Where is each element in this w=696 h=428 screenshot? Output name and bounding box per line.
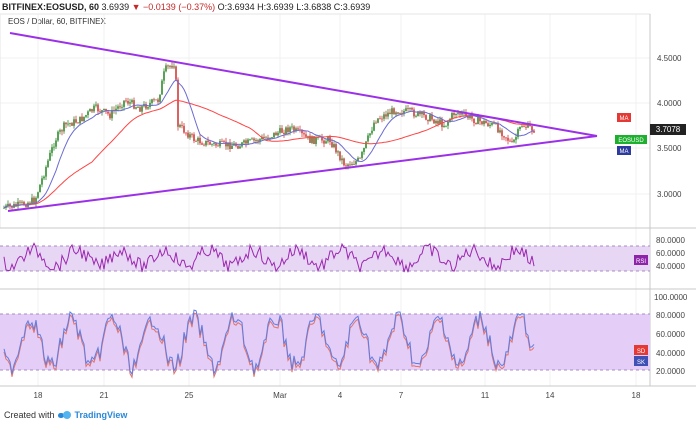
- time-tick: 18: [632, 391, 641, 400]
- sd-tag-label: SD: [637, 349, 646, 355]
- high-value: H:3.6939: [257, 2, 294, 12]
- time-tick: 14: [546, 391, 555, 400]
- price-tick: 4.5000: [657, 54, 682, 63]
- symbol-name[interactable]: BITFINEX:EOSUSD, 60: [2, 2, 100, 12]
- rsi-band: [0, 246, 650, 271]
- close-value: C:3.6939: [333, 2, 371, 12]
- rsi-tick: 60.0000: [656, 249, 685, 258]
- price-tick: 3.0000: [657, 190, 682, 199]
- low-value: L:3.6838: [296, 2, 332, 12]
- stoch-tick: 40.0000: [656, 349, 685, 358]
- stoch-sk-line: [3, 309, 535, 376]
- rsi-tag-label: RSI: [636, 259, 646, 265]
- footer-credit: Created with TradingView: [4, 410, 127, 420]
- stoch-tick: 20.0000: [656, 367, 685, 376]
- ma-fast-line: [3, 79, 535, 209]
- lower-trendline[interactable]: [7, 135, 598, 212]
- sd-tag: [634, 345, 648, 355]
- tradingview-logo-icon: [57, 410, 72, 420]
- time-tick: 4: [338, 391, 343, 400]
- current-price-tag: [650, 124, 686, 135]
- ma-top-label: MA: [620, 116, 629, 122]
- time-tick: Mar: [273, 391, 287, 400]
- rsi-line: [3, 242, 535, 273]
- grid-lines: [0, 14, 650, 386]
- stoch-tick: 100.0000: [654, 293, 688, 302]
- time-tick: 25: [185, 391, 194, 400]
- price-tick: 3.5000: [657, 144, 682, 153]
- symbol-header: BITFINEX:EOSUSD, 60 3.6939 ▼ −0.0139 (−0…: [0, 0, 696, 14]
- symbol-tag: [615, 135, 647, 144]
- price-change: −0.0139 (−0.37%): [143, 2, 216, 12]
- ma-top-tag: [617, 113, 631, 122]
- tradingview-brand-link[interactable]: TradingView: [74, 410, 128, 420]
- ma-bottom-label: MA: [620, 149, 629, 155]
- ma-bottom-tag: [617, 146, 631, 155]
- rsi-tick: 80.0000: [656, 236, 685, 245]
- chart-subtitle: EOS / Dollar, 60, BITFINEX: [8, 17, 106, 26]
- current-price-label: 3.7078: [656, 125, 681, 134]
- time-tick: 11: [481, 391, 490, 400]
- time-tick: 7: [399, 391, 404, 400]
- change-arrow-icon: ▼: [131, 2, 141, 12]
- price-tick: 4.0000: [657, 99, 682, 108]
- sk-tag: [634, 356, 648, 366]
- upper-trendline[interactable]: [9, 32, 598, 137]
- symbol-tag-label: EOSUSD: [618, 138, 644, 144]
- time-tick: 21: [100, 391, 109, 400]
- rsi-tick: 40.0000: [656, 262, 685, 271]
- sk-tag-label: SK: [637, 360, 645, 366]
- main-pane-frame: [0, 13, 651, 229]
- open-value: O:3.6934: [217, 2, 255, 12]
- time-tick: 18: [34, 391, 43, 400]
- stoch-tick: 80.0000: [656, 311, 685, 320]
- stoch-sd-line: [3, 312, 535, 379]
- stoch-tick: 60.0000: [656, 330, 685, 339]
- last-price: 3.6939: [101, 2, 130, 12]
- rsi-tag: [634, 255, 648, 265]
- price-candles: [3, 62, 535, 211]
- created-with-label: Created with: [4, 410, 55, 420]
